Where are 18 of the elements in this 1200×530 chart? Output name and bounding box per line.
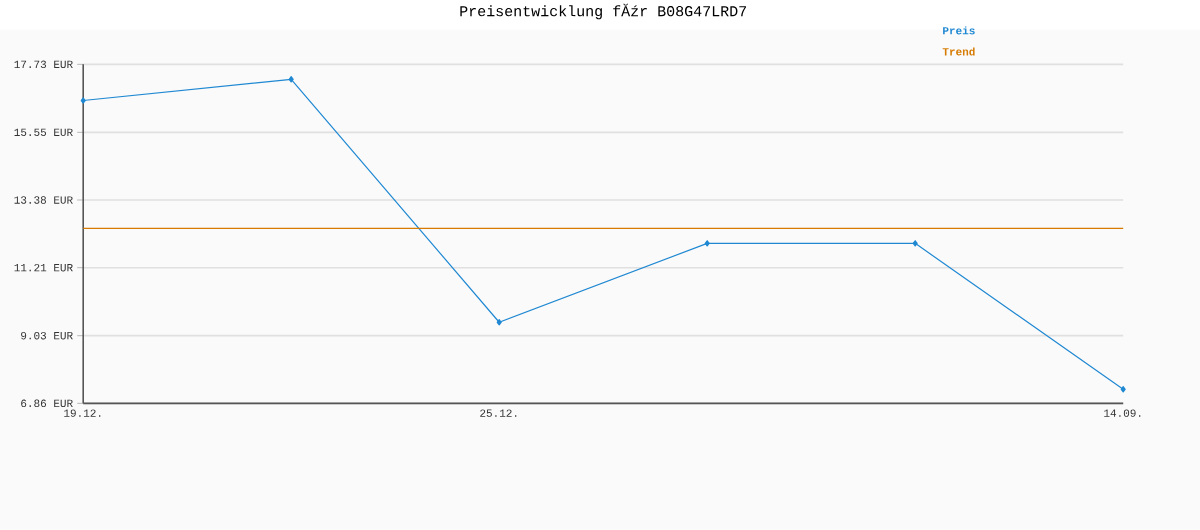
y-tick-label: 6.86 EUR <box>21 399 73 408</box>
x-tick-label: 14.09. <box>1104 409 1141 418</box>
x-tick-label: 19.12. <box>64 409 101 418</box>
point <box>288 76 294 83</box>
y-tick-label: 17.73 EUR <box>14 60 73 69</box>
point <box>704 240 710 247</box>
y-tick-label: 11.21 EUR <box>14 264 73 272</box>
text: Preis <box>943 26 975 35</box>
x-tick-label: 25.12. <box>480 409 517 418</box>
text: Trend <box>942 47 975 56</box>
point <box>912 240 918 247</box>
y-tick-label: 9.03 EUR <box>21 332 73 340</box>
y-tick-label: 13.38 EUR <box>14 196 73 204</box>
point <box>496 319 502 326</box>
point <box>1120 386 1126 393</box>
point <box>80 97 86 104</box>
y-tick-label: 15.55 EUR <box>14 128 73 137</box>
chart-title: Preisentwicklung fĂźr B08G47LRD7 <box>460 3 747 20</box>
